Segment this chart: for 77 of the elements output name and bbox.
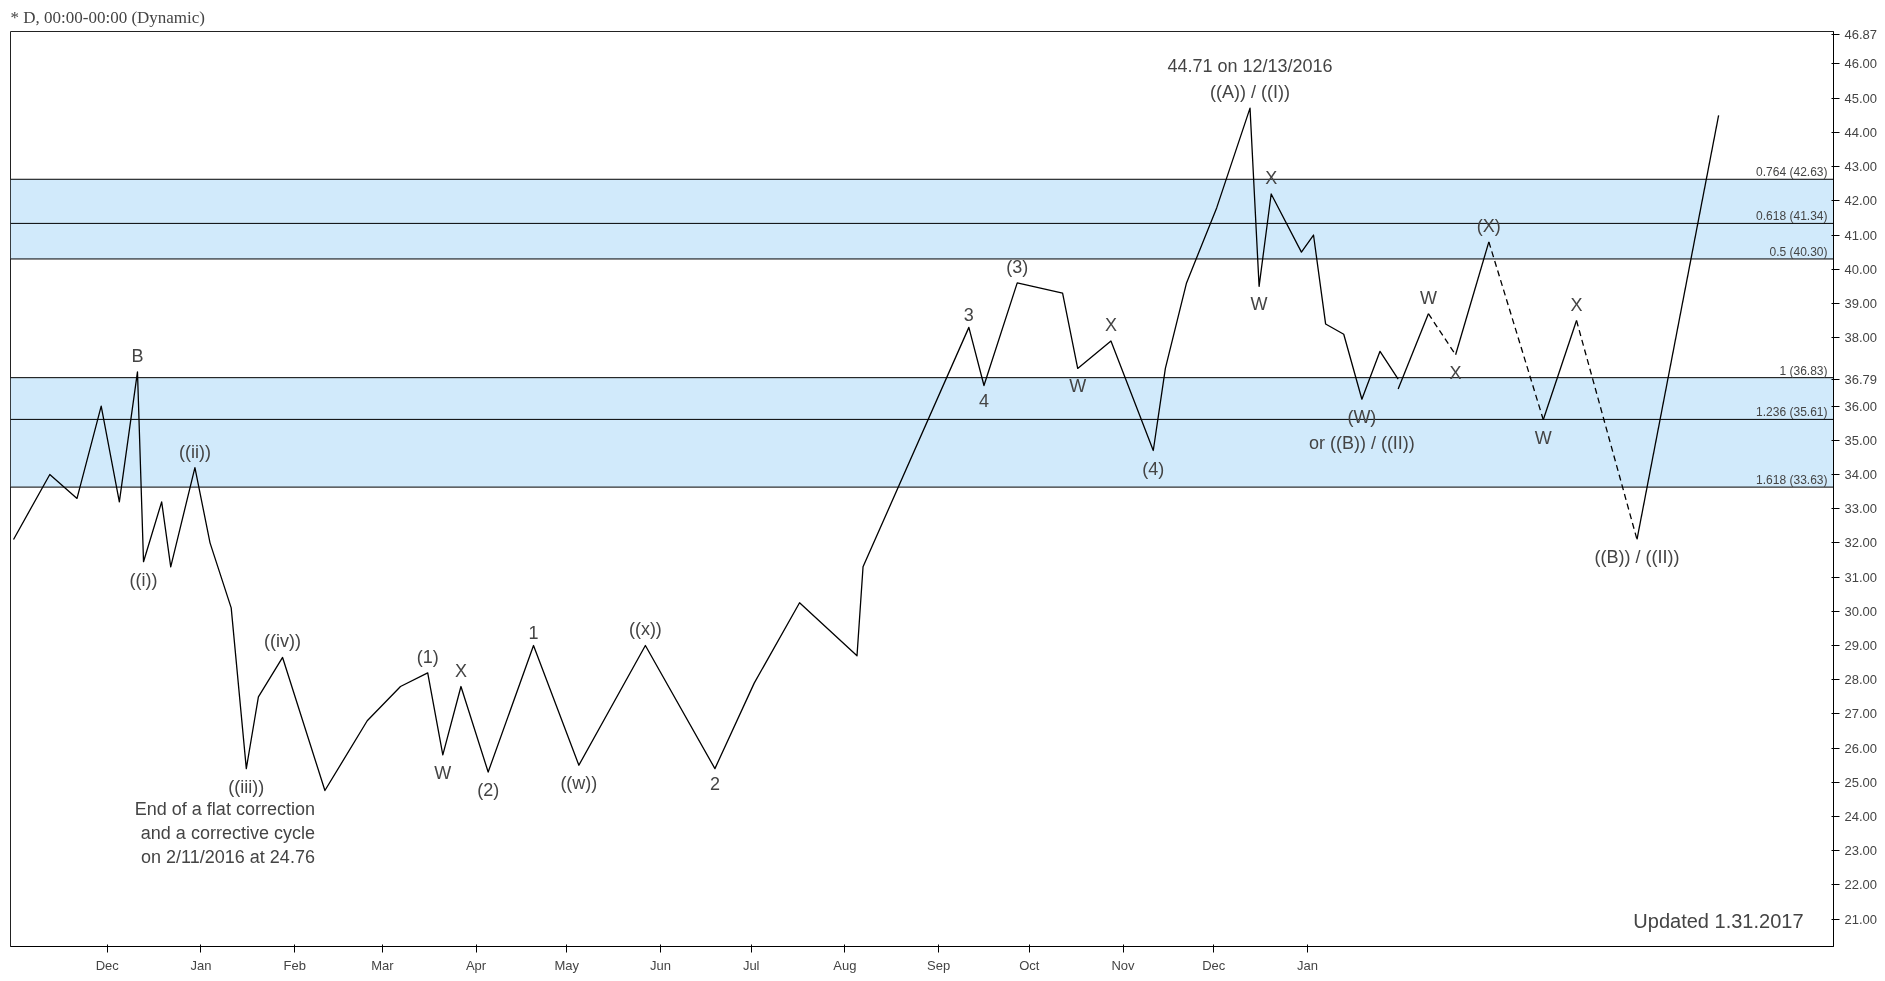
annotation: W: [434, 762, 452, 783]
y-tick-label: 34.00: [1844, 466, 1878, 482]
y-tick-label: 38.00: [1844, 330, 1878, 346]
y-tick-label: 27.00: [1844, 706, 1878, 722]
annotation: ((i)): [129, 569, 158, 590]
y-tick-label: 40.00: [1844, 261, 1878, 277]
annotation: 44.71 on 12/13/2016: [1167, 56, 1333, 77]
annotation: ((iv)): [264, 631, 302, 652]
ref-line-label: 1.236 (35.61): [1756, 405, 1828, 420]
y-tick-label: 41.00: [1844, 227, 1878, 243]
annotation: X: [1104, 315, 1117, 336]
annotation: X: [1570, 294, 1583, 315]
x-tick-label: Jun: [650, 957, 671, 973]
y-tick-label: 44.00: [1844, 124, 1878, 140]
annotation: 1: [528, 623, 539, 644]
x-tick-label: Apr: [465, 957, 487, 973]
y-tick-label: 45.00: [1844, 90, 1878, 106]
annotation: W: [1069, 376, 1087, 397]
y-tick-label: 33.00: [1844, 501, 1878, 517]
annotation: (2): [477, 780, 500, 801]
x-tick-label: Mar: [371, 957, 395, 973]
y-tick-label: 46.00: [1844, 56, 1878, 72]
y-tick-label: 35.00: [1844, 432, 1878, 448]
ref-line-label: 1.618 (33.63): [1756, 473, 1828, 488]
chart-title: * D, 00:00-00:00 (Dynamic): [10, 7, 206, 27]
annotation: ((ii)): [178, 441, 211, 462]
y-tick-label: 39.00: [1844, 295, 1878, 311]
y-tick-label: 31.00: [1844, 569, 1878, 585]
annotation: B: [131, 345, 144, 366]
annotation: 2: [709, 773, 720, 794]
annotation: ((w)): [560, 773, 598, 794]
annotation: (3): [1006, 256, 1029, 277]
annotation: (4): [1142, 458, 1165, 479]
y-tick-label: 29.00: [1844, 637, 1878, 653]
x-tick-label: Jan: [1296, 957, 1318, 973]
annotation: or ((B)) / ((II)): [1308, 433, 1415, 454]
annotation: ((B)) / ((II)): [1594, 547, 1680, 568]
annotation: ((x)): [628, 619, 662, 640]
ref-line-label: 0.618 (41.34): [1756, 209, 1828, 224]
x-tick-label: Jan: [190, 957, 212, 973]
y-tick-label: 32.00: [1844, 535, 1878, 551]
x-tick-label: Nov: [1111, 957, 1136, 973]
annotation: W: [1419, 287, 1437, 308]
annotation: ((iii)): [228, 776, 265, 797]
y-tick-label: 21.00: [1844, 911, 1878, 927]
y-tick-label: 36.00: [1844, 398, 1878, 414]
annotation: W: [1250, 294, 1268, 315]
x-tick-label: Dec: [1202, 957, 1226, 973]
annotation: Updated 1.31.2017: [1633, 909, 1804, 932]
ref-line-label: 0.764 (42.63): [1756, 165, 1828, 180]
annotation: 3: [963, 305, 974, 326]
y-tick-label: 43.00: [1844, 159, 1878, 175]
annotation: 4: [978, 390, 989, 411]
y-tick-label: 26.00: [1844, 740, 1878, 756]
x-tick-label: Aug: [833, 957, 857, 973]
x-tick-label: Jul: [742, 957, 760, 973]
annotation: End of a flat correction and a corrective cycle on 2/11/2016 at 24.76: [134, 798, 315, 867]
y-tick-label: 23.00: [1844, 843, 1878, 859]
y-tick-label: 42.00: [1844, 193, 1878, 209]
x-tick-label: May: [554, 957, 580, 973]
x-tick-label: Sep: [927, 957, 951, 973]
x-tick-label: Oct: [1019, 957, 1040, 973]
ref-line-label: 1 (36.83): [1779, 363, 1828, 378]
y-tick-label: 46.87: [1844, 26, 1878, 42]
x-tick-label: Dec: [95, 957, 120, 973]
annotation: W: [1534, 427, 1552, 448]
annotation: (1): [416, 646, 439, 667]
annotation: X: [454, 660, 467, 681]
ref-line-label: 0.5 (40.30): [1769, 244, 1828, 259]
y-tick-label: 22.00: [1844, 877, 1878, 893]
y-tick-label: 28.00: [1844, 672, 1878, 688]
annotation: ((A)) / ((I)): [1210, 82, 1291, 103]
y-tick-label: 36.79: [1844, 371, 1878, 387]
x-tick-label: Feb: [283, 957, 306, 973]
y-tick-label: 30.00: [1844, 603, 1878, 619]
y-tick-label: 24.00: [1844, 809, 1878, 825]
y-tick-label: 25.00: [1844, 774, 1878, 790]
